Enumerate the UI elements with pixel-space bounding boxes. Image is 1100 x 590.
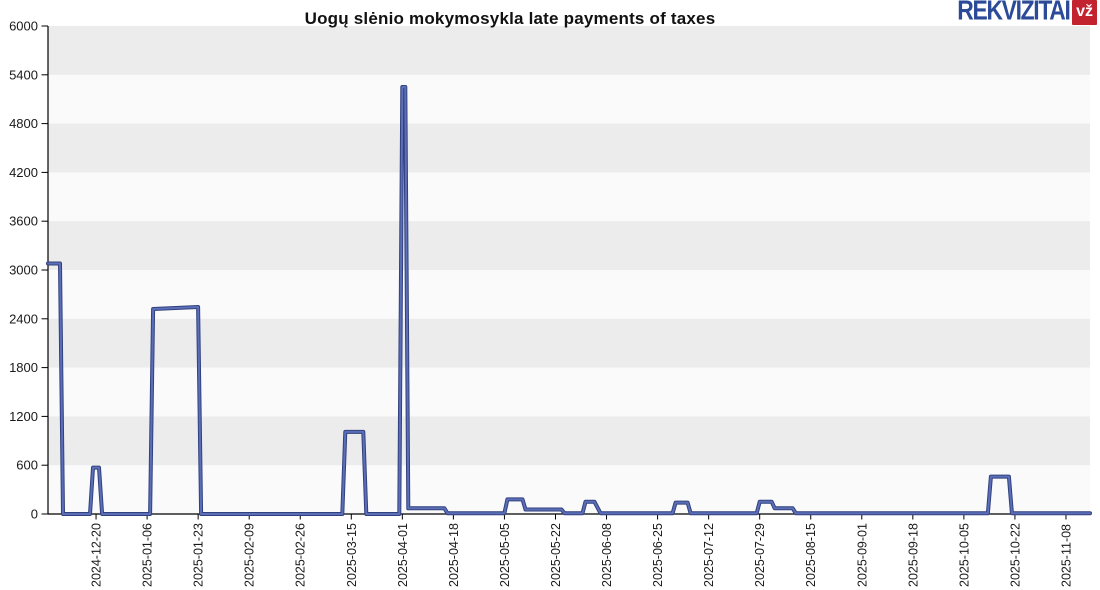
y-tick-label: 4200 bbox=[9, 165, 38, 180]
x-tick-label: 2025-07-29 bbox=[753, 523, 767, 587]
x-tick-label: 2025-01-06 bbox=[141, 523, 155, 587]
plot-bands bbox=[48, 26, 1090, 466]
y-tick-label: 0 bbox=[31, 507, 38, 522]
vz-badge: vž bbox=[1072, 0, 1097, 25]
x-tick-label: 2025-05-05 bbox=[498, 523, 512, 587]
y-tick-label: 5400 bbox=[9, 67, 38, 82]
x-tick-label: 2025-08-15 bbox=[804, 523, 818, 587]
y-tick-label: 4800 bbox=[9, 116, 38, 131]
y-tick-label: 3000 bbox=[9, 263, 38, 278]
y-tick-label: 6000 bbox=[9, 19, 38, 34]
x-tick-label: 2025-11-08 bbox=[1059, 524, 1073, 587]
x-axis: 2024-12-20 2025-01-06 2025-01-23 2025-02-09… bbox=[90, 514, 1073, 587]
x-tick-label: 2025-06-25 bbox=[651, 523, 665, 587]
x-tick-label: 2025-01-23 bbox=[192, 523, 206, 587]
plot-band bbox=[48, 318, 1090, 368]
plot-band bbox=[48, 26, 1090, 75]
y-axis: 0 600 1200 1800 2400 3000 3600 4200 4800 5400 6000 bbox=[9, 19, 48, 522]
x-tick-label: 2025-02-26 bbox=[294, 523, 308, 587]
y-tick-label: 1200 bbox=[9, 409, 38, 424]
rekvizitai-wordmark: REKVIZITAI bbox=[956, 0, 1071, 27]
x-tick-label: 2025-02-09 bbox=[243, 523, 257, 587]
x-tick-label: 2025-05-22 bbox=[549, 523, 563, 587]
y-tick-label: 2400 bbox=[9, 311, 38, 326]
plot-band bbox=[48, 416, 1090, 466]
x-tick-label: 2025-09-18 bbox=[906, 523, 920, 587]
x-tick-label: 2025-03-15 bbox=[345, 523, 359, 587]
x-tick-label: 2025-07-12 bbox=[702, 523, 716, 587]
series-line bbox=[47, 86, 1091, 515]
x-tick-label: 2025-04-18 bbox=[447, 523, 461, 587]
x-tick-label: 2025-06-08 bbox=[600, 523, 614, 587]
y-tick-label: 600 bbox=[16, 458, 38, 473]
plot-band bbox=[48, 123, 1090, 173]
rekvizitai-logo[interactable]: REKVIZITAI vž bbox=[942, 0, 1097, 26]
x-tick-label: 2024-12-20 bbox=[90, 523, 104, 587]
x-tick-label: 2025-04-01 bbox=[396, 523, 410, 587]
y-tick-label: 1800 bbox=[9, 360, 38, 375]
chart-title: Uogų slėnio mokymosykla late payments of… bbox=[304, 9, 716, 28]
x-tick-label: 2025-10-05 bbox=[957, 523, 971, 587]
x-tick-label: 2025-10-22 bbox=[1008, 523, 1022, 587]
y-tick-label: 3600 bbox=[9, 214, 38, 229]
x-tick-label: 2025-09-01 bbox=[855, 523, 869, 587]
plot-band bbox=[48, 221, 1090, 270]
